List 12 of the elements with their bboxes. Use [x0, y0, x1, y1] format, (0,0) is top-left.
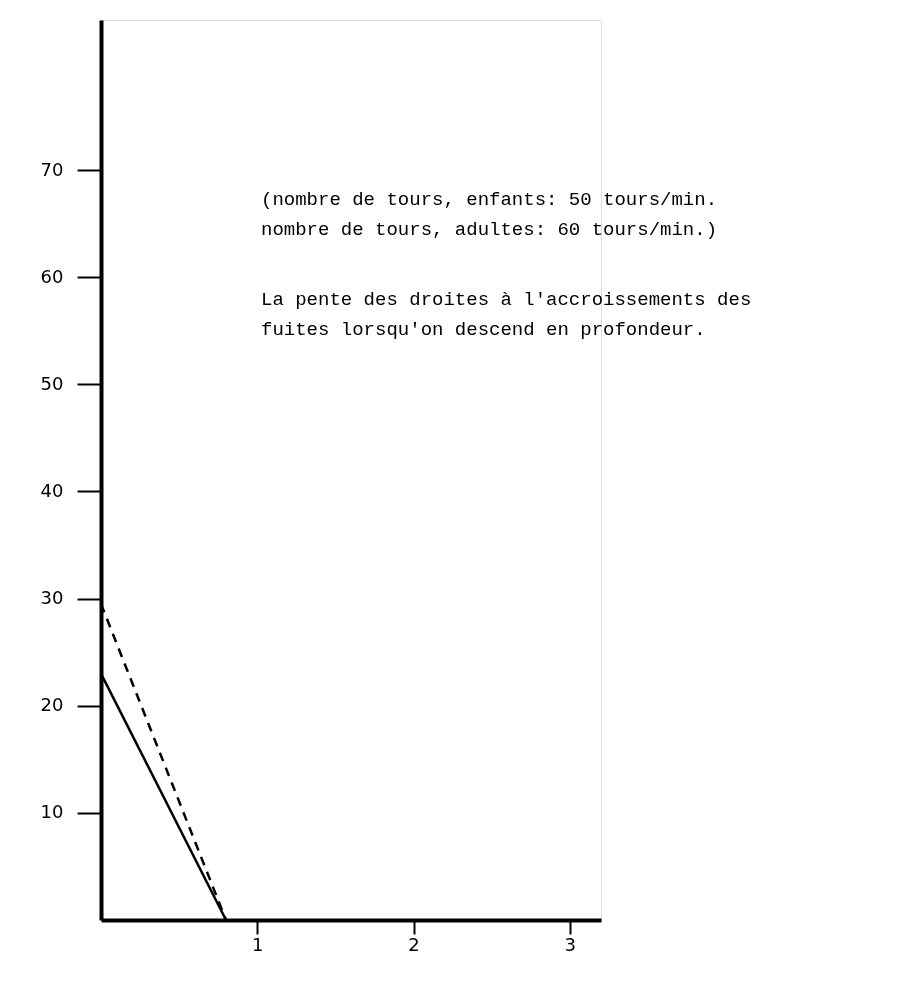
y-tick-label: 40: [40, 479, 64, 501]
annotation: (nombre de tours, enfants: 50 tours/min. nombre de tours, adultes: 60 tours/min.): [261, 189, 718, 241]
x-tick-label: 1: [252, 933, 264, 955]
y-tick-label: 70: [40, 158, 64, 180]
y-tick-label: 10: [40, 801, 64, 823]
y-tick-label: 50: [40, 372, 64, 394]
y-tick-label: 20: [40, 694, 64, 716]
y-tick-label: 60: [40, 265, 64, 287]
x-tick-label: 2: [408, 933, 420, 955]
x-tick-label: 3: [564, 933, 576, 955]
y-tick-label: 30: [40, 587, 64, 609]
annotation: La pente des droites à l'accroissements des fuites lorsqu'on descend en profondeur.: [261, 289, 752, 341]
